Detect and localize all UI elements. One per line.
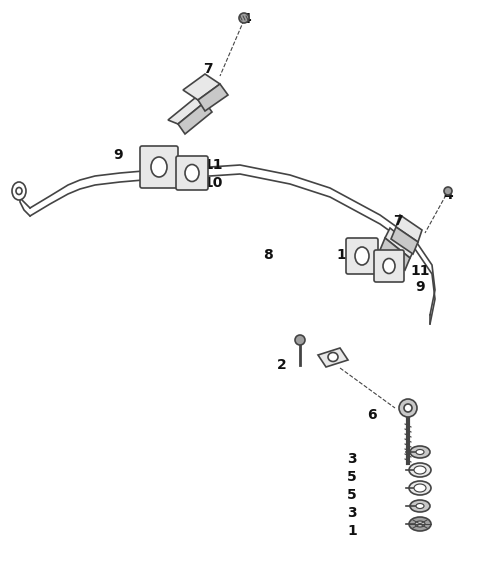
Ellipse shape <box>328 352 338 362</box>
Ellipse shape <box>12 182 26 200</box>
Text: 4: 4 <box>241 12 251 26</box>
Polygon shape <box>385 228 415 258</box>
Text: 4: 4 <box>443 188 453 202</box>
Ellipse shape <box>151 157 167 177</box>
Ellipse shape <box>414 466 426 474</box>
Text: 7: 7 <box>203 62 213 76</box>
Ellipse shape <box>409 517 431 531</box>
Text: 11: 11 <box>203 158 223 172</box>
Text: 6: 6 <box>367 408 377 422</box>
FancyBboxPatch shape <box>176 156 208 190</box>
Polygon shape <box>318 348 348 367</box>
Ellipse shape <box>410 446 430 458</box>
FancyBboxPatch shape <box>374 250 404 282</box>
Circle shape <box>239 13 249 23</box>
Text: 9: 9 <box>113 148 123 162</box>
Ellipse shape <box>409 463 431 477</box>
Polygon shape <box>380 238 410 270</box>
Text: 9: 9 <box>415 280 425 294</box>
Ellipse shape <box>414 484 426 492</box>
Text: 5: 5 <box>347 470 357 484</box>
Polygon shape <box>391 227 418 254</box>
Ellipse shape <box>410 500 430 512</box>
Ellipse shape <box>409 481 431 495</box>
Polygon shape <box>396 215 422 242</box>
Circle shape <box>444 187 452 195</box>
Circle shape <box>295 335 305 345</box>
Text: 5: 5 <box>347 488 357 502</box>
Text: 10: 10 <box>204 176 223 190</box>
Ellipse shape <box>383 258 395 274</box>
Text: 7: 7 <box>393 214 403 228</box>
Ellipse shape <box>416 450 424 455</box>
Polygon shape <box>183 74 220 100</box>
Circle shape <box>404 404 412 412</box>
Ellipse shape <box>185 165 199 182</box>
Text: 2: 2 <box>277 358 287 372</box>
Polygon shape <box>178 102 212 134</box>
Ellipse shape <box>355 247 369 265</box>
Ellipse shape <box>16 187 22 195</box>
Text: 3: 3 <box>347 506 357 520</box>
Polygon shape <box>198 84 228 111</box>
Ellipse shape <box>415 521 425 527</box>
Text: 11: 11 <box>410 264 430 278</box>
Text: 10: 10 <box>336 248 356 262</box>
FancyBboxPatch shape <box>140 146 178 188</box>
Circle shape <box>399 399 417 417</box>
Polygon shape <box>168 98 205 124</box>
Ellipse shape <box>416 504 424 509</box>
Text: 1: 1 <box>347 524 357 538</box>
Text: 3: 3 <box>347 452 357 466</box>
FancyBboxPatch shape <box>346 238 378 274</box>
Text: 8: 8 <box>263 248 273 262</box>
